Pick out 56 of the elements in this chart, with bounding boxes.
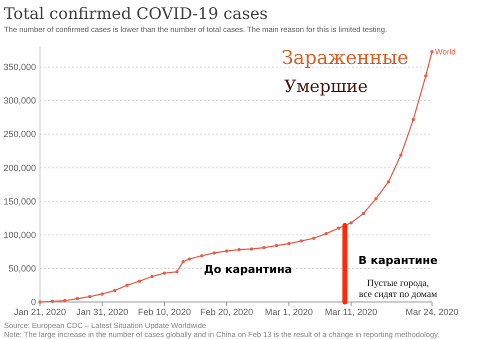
annotation: В карантине [358,254,438,267]
point [412,118,415,122]
annotation: Умершие [284,77,368,97]
point [150,274,154,278]
y-tick-label: 150,000 [3,196,36,206]
point [238,248,241,252]
x-tick-label: Feb 10, 2020 [138,307,191,317]
point [225,249,228,253]
y-tick-label: 0 [30,297,36,307]
x-tick-label: Mar 24, 2020 [405,307,459,317]
x-tick-label: Jan 31, 2020 [76,307,128,317]
point [188,257,191,261]
point [38,300,42,304]
chart-title: Total confirmed COVID-19 cases [4,4,268,23]
series-label: World [435,48,456,57]
point [182,260,185,264]
point [430,50,434,54]
point [113,288,116,292]
point [324,232,328,236]
point [312,236,316,240]
y-tick-label: 200,000 [3,162,36,173]
point [63,299,66,302]
point [424,74,428,78]
point [262,246,266,250]
x-tick-label: Mar 11, 2020 [324,307,378,317]
point [274,244,278,248]
point [175,270,178,274]
point [337,226,340,230]
point [100,292,104,296]
annotation: До карантина [204,263,292,276]
point [350,221,353,224]
x-tick-label: Feb 20, 2020 [200,307,254,317]
point [287,242,290,246]
point [300,239,303,243]
y-tick-label: 300,000 [3,96,36,106]
point [162,272,166,275]
annotation: Зараженные [281,47,409,69]
point [126,284,129,287]
point [362,212,366,216]
point [386,180,390,184]
x-tick-label: Mar 1, 2020 [264,307,313,317]
point [138,280,142,283]
y-tick-label: 250,000 [3,129,36,140]
y-tick-label: 50,000 [8,263,36,274]
x-tick-label: Jan 21, 2020 [14,307,66,317]
y-tick-label: 100,000 [3,230,36,240]
point [399,153,402,157]
point [250,247,254,251]
y-tick-label: 350,000 [3,62,36,72]
point [50,300,54,303]
point [374,197,378,200]
point [200,254,204,258]
point [76,297,79,300]
point [88,295,92,298]
annotation: Пустые города, все сидят по домам [358,279,438,300]
point [212,251,216,255]
